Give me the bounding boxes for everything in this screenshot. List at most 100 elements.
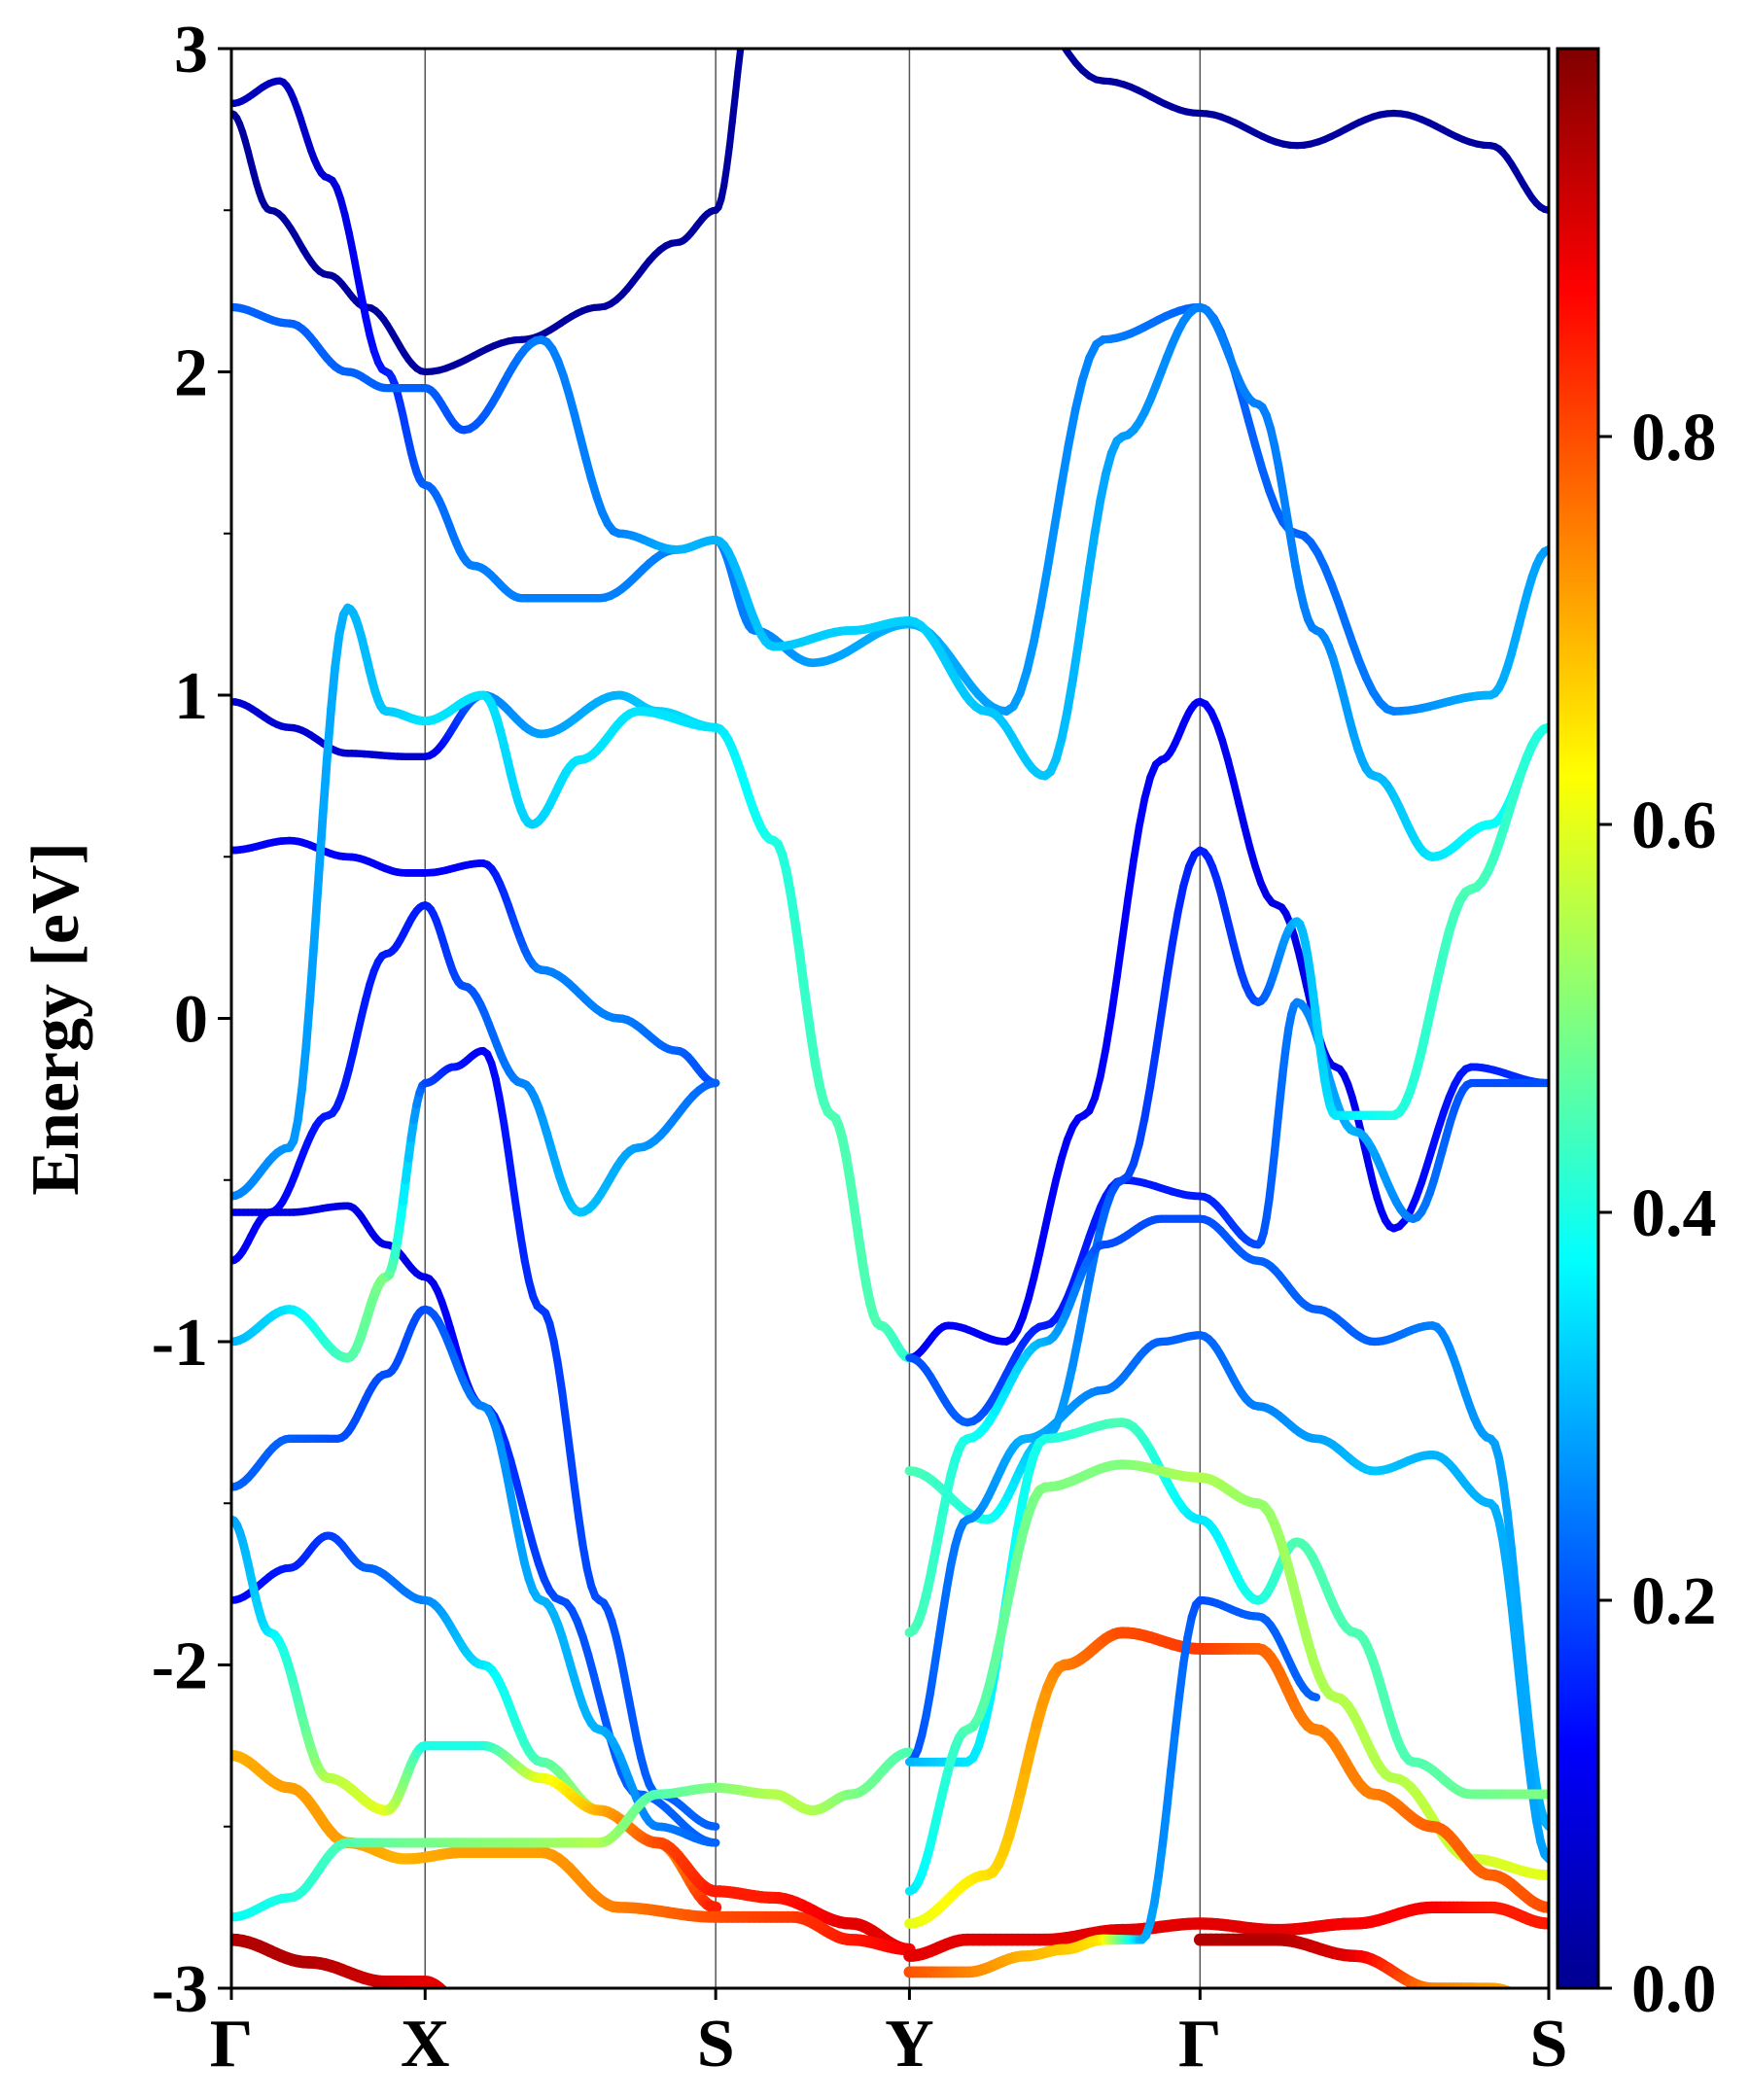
band-segment (1073, 1305, 1089, 1343)
band-segment (1064, 404, 1080, 449)
y-tick-label: 1 (174, 659, 208, 734)
band-segment (1157, 974, 1172, 1020)
band-segment (1498, 1537, 1512, 1575)
band-segment (471, 2009, 472, 2011)
high-symmetry-lines (424, 49, 1202, 1988)
band-20 (905, 1331, 1549, 1864)
y-tick-label: 3 (174, 13, 208, 88)
band-segment (1502, 1985, 1515, 1988)
band-segment (1278, 487, 1292, 522)
band-17 (905, 998, 1549, 1427)
x-tick-label: S (1530, 2007, 1568, 2082)
band-12 (231, 1515, 916, 1956)
band-segment (1085, 1248, 1100, 1285)
band-segment (450, 1998, 453, 2000)
band-26 (1193, 1933, 1545, 2005)
band-22 (904, 1459, 1549, 1896)
band-segment (1515, 1628, 1528, 1680)
band-segment (440, 1986, 448, 1988)
band-segment (1048, 21, 1055, 32)
band-segment (938, 1584, 952, 1618)
band-segment (468, 2006, 469, 2007)
band-2 (231, 77, 1549, 716)
band-segment (1034, 2, 1041, 11)
band-segment (476, 2016, 478, 2018)
band-segment (1102, 1010, 1116, 1053)
band-segment (496, 1095, 508, 1128)
band-segment (1536, 2003, 1540, 2004)
band-segment (1135, 1113, 1149, 1148)
band-segment (1541, 2004, 1545, 2005)
band-segment (934, 1609, 947, 1645)
band-10 (231, 1305, 720, 1847)
band-segment (314, 813, 328, 883)
band-segment (1085, 528, 1100, 574)
band-segment (1070, 375, 1087, 414)
band-segment (725, 119, 736, 150)
band-segment (466, 2005, 468, 2006)
colorbar-ticks: 0.0 0.2 0.4 0.6 0.8 (1598, 401, 1717, 2027)
band-segment (728, 93, 739, 126)
band-1 (231, 2, 1549, 376)
band-segment (301, 990, 315, 1051)
band-segment (1140, 1082, 1155, 1122)
band-segment (327, 662, 340, 715)
band-segment (734, 49, 745, 76)
band-segment (1130, 822, 1143, 864)
band-segment (318, 756, 332, 822)
band-segment (1036, 562, 1053, 611)
x-tick-label: X (401, 2007, 450, 2082)
band-segment (744, 9, 747, 26)
band-segment (798, 973, 812, 1014)
band-segment (475, 2014, 476, 2016)
band-segment (453, 2000, 456, 2002)
band-segment (1030, 1249, 1044, 1281)
band-segment (900, 1747, 915, 1758)
band-segment (570, 1483, 583, 1522)
band-6 (231, 603, 720, 1201)
band-segment (1497, 1984, 1512, 1988)
band-19 (904, 1214, 1549, 1832)
band-segment (1068, 1334, 1083, 1370)
band-segment (1271, 1119, 1282, 1155)
band-5 (231, 836, 720, 1088)
y-axis-ticks: -3 -2 -1 0 1 2 3 (152, 13, 231, 2027)
band-segment (456, 2002, 459, 2003)
band-15 (231, 1933, 480, 2019)
band-segment (310, 873, 324, 942)
band-segment (516, 1232, 529, 1265)
x-tick-label: Γ (1178, 2007, 1222, 2082)
band-segment (1179, 1632, 1192, 1668)
colorbar-tick-label: 0.6 (1631, 788, 1717, 863)
band-4 (231, 690, 915, 1363)
band-segment (1268, 1146, 1279, 1180)
band-segment (1151, 1011, 1166, 1056)
band-segment (926, 1663, 939, 1698)
band-segment (1523, 1712, 1537, 1758)
band-lines (231, 2, 1549, 2019)
band-segment (1520, 1671, 1533, 1722)
band-segment (1079, 564, 1094, 611)
band-segment (802, 1003, 817, 1043)
band-segment (1273, 1092, 1285, 1128)
band-segment (1276, 1067, 1287, 1101)
band-segment (1511, 1585, 1524, 1637)
band-segment (331, 630, 344, 672)
band-segment (1229, 777, 1243, 808)
band-segment (566, 1451, 579, 1491)
band-segment (1235, 799, 1248, 830)
band-segment (1532, 2002, 1536, 2003)
band-segment (1243, 416, 1260, 450)
band-segment (479, 2018, 480, 2019)
band-segment (1168, 908, 1182, 948)
band-segment (1498, 1476, 1512, 1517)
band-segment (1507, 1544, 1521, 1594)
colorbar (1556, 47, 1600, 1990)
colorbar-tick-label: 0.0 (1631, 1952, 1717, 2027)
band-segment (1237, 391, 1253, 425)
band-segment (1096, 469, 1110, 506)
band-segment (1502, 1565, 1516, 1609)
band-segment (1041, 12, 1048, 22)
band-segment (470, 2008, 471, 2010)
